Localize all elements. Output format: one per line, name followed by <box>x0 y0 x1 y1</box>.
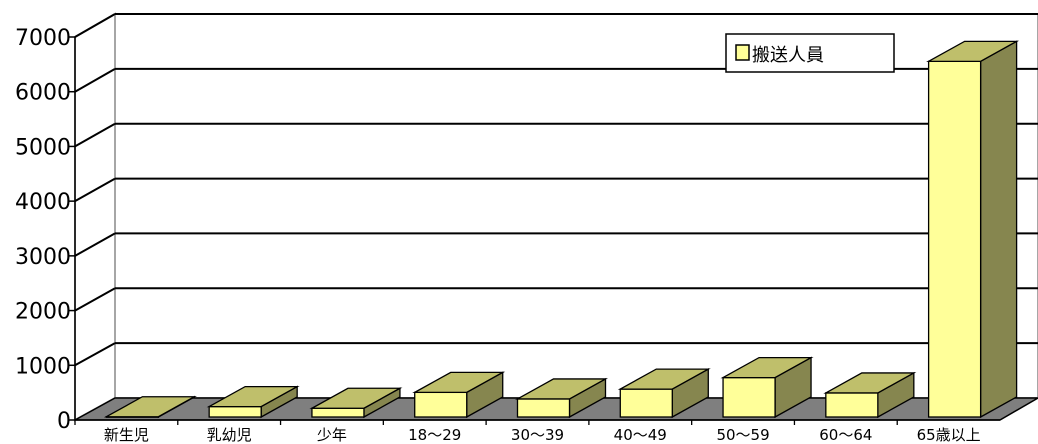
legend-label: 搬送人員 <box>752 45 824 66</box>
y-tick-label: 3000 <box>15 245 71 270</box>
bar <box>309 387 403 419</box>
bar-front <box>208 405 262 418</box>
gridlines <box>74 13 1038 367</box>
bar-top <box>412 371 506 394</box>
bar <box>617 367 711 419</box>
x-tick-label: 50～59 <box>716 426 769 444</box>
legend: 搬送人員 <box>725 33 895 73</box>
x-tick-label: 少年 <box>317 426 347 444</box>
y-tick-label: 0 <box>57 409 71 434</box>
y-tick-label: 6000 <box>15 81 71 106</box>
bar-top <box>309 387 403 409</box>
gridline-diagonal <box>74 287 116 312</box>
x-tick-label: 30～39 <box>511 426 564 444</box>
gridline-diagonal <box>74 122 116 148</box>
side-wall <box>74 12 116 422</box>
gridline-diagonal <box>74 177 116 203</box>
y-tick-label: 4000 <box>15 190 71 215</box>
y-tick-label: 2000 <box>15 300 71 325</box>
gridline-diagonal <box>74 342 116 367</box>
back-wall <box>114 13 1038 399</box>
x-tick-label: 65歳以上 <box>917 426 981 444</box>
bars <box>103 40 1020 419</box>
gridline-diagonal <box>74 232 116 257</box>
x-tick-label: 18～29 <box>408 426 461 444</box>
bar-front <box>927 60 982 418</box>
bar-front <box>825 392 879 418</box>
bar-top <box>926 40 1020 63</box>
y-axis-ticks: 0 1000 2000 3000 4000 5000 6000 7000 <box>15 26 1000 434</box>
x-tick-label: 新生児 <box>104 426 149 444</box>
x-tick-label: 40～49 <box>614 426 667 444</box>
bar <box>206 385 300 419</box>
bar <box>412 371 506 419</box>
x-tick-label: 60～64 <box>819 426 872 444</box>
bar-top <box>514 378 609 400</box>
bar-front <box>311 407 365 418</box>
bar <box>823 371 917 419</box>
gridline-diagonal <box>74 67 116 93</box>
bar <box>720 356 814 419</box>
bar-front <box>619 388 673 418</box>
y-tick-label: 7000 <box>15 26 71 51</box>
bar-top <box>617 368 711 390</box>
bar-front <box>414 391 468 418</box>
bar-top <box>103 396 197 418</box>
bar-side <box>979 40 1018 419</box>
x-axis-ticks: 新生児 乳幼児 少年 18～29 30～39 40～49 50～59 60～64 65歳以上 <box>74 420 981 444</box>
bar-front <box>722 376 776 418</box>
x-tick-label: 乳幼児 <box>207 426 252 444</box>
bar <box>103 395 197 419</box>
legend-box <box>725 33 895 73</box>
bar-top <box>720 356 814 379</box>
bar-front <box>516 398 571 418</box>
bar <box>926 40 1020 419</box>
bar-top <box>206 385 300 408</box>
gridline-diagonal <box>74 13 116 38</box>
bar-top <box>823 372 917 394</box>
bar <box>514 377 609 419</box>
plot-walls <box>74 12 1038 422</box>
y-tick-label: 5000 <box>15 135 71 160</box>
legend-swatch <box>735 44 750 61</box>
y-tick-label: 1000 <box>15 354 71 379</box>
